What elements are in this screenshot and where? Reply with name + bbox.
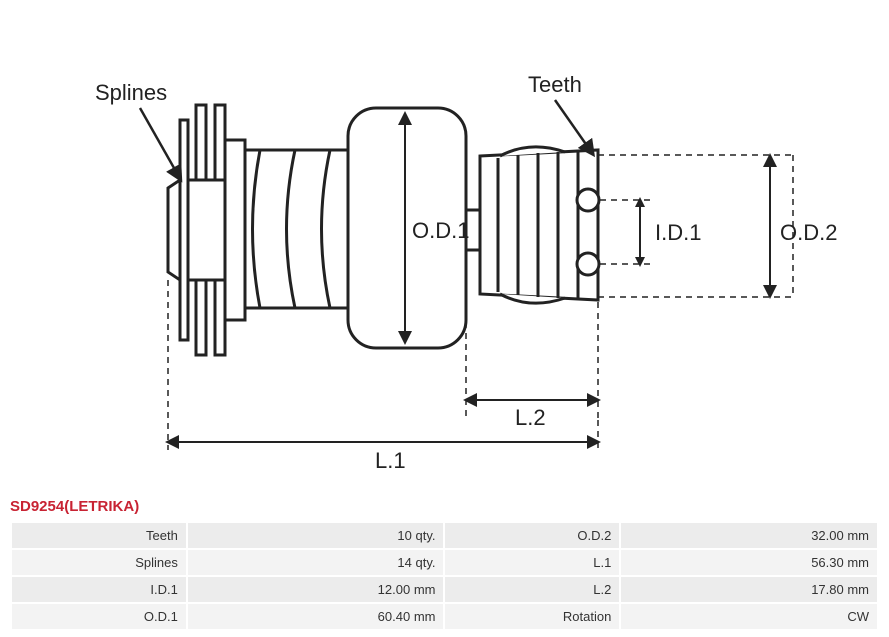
spec-value: 32.00 mm [621, 523, 877, 548]
table-row: I.D.112.00 mmL.217.80 mm [12, 577, 877, 602]
label-id1: I.D.1 [655, 220, 701, 245]
spec-value: 14 qty. [188, 550, 444, 575]
label-l1: L.1 [375, 448, 406, 473]
part-title: SD9254(LETRIKA) [0, 490, 889, 521]
table-row: O.D.160.40 mmRotationCW [12, 604, 877, 629]
spec-value: CW [621, 604, 877, 629]
specs-table: Teeth10 qty.O.D.232.00 mmSplines14 qty.L… [10, 521, 879, 631]
spec-label: O.D.2 [445, 523, 619, 548]
diagram-container: O.D.1 I.D.1 O.D.2 L.2 L.1 Splines Teeth [0, 0, 889, 490]
spec-value: 60.40 mm [188, 604, 444, 629]
label-od1: O.D.1 [412, 218, 469, 243]
label-od2: O.D.2 [780, 220, 837, 245]
technical-drawing: O.D.1 I.D.1 O.D.2 L.2 L.1 Splines Teeth [0, 0, 889, 490]
table-row: Splines14 qty.L.156.30 mm [12, 550, 877, 575]
spec-value: 12.00 mm [188, 577, 444, 602]
spec-label: O.D.1 [12, 604, 186, 629]
label-l2: L.2 [515, 405, 546, 430]
spec-value: 10 qty. [188, 523, 444, 548]
spec-label: Teeth [12, 523, 186, 548]
spec-label: Rotation [445, 604, 619, 629]
label-splines: Splines [95, 80, 167, 105]
spec-label: I.D.1 [12, 577, 186, 602]
spec-label: Splines [12, 550, 186, 575]
spec-label: L.2 [445, 577, 619, 602]
label-teeth: Teeth [528, 72, 582, 97]
spec-value: 56.30 mm [621, 550, 877, 575]
table-row: Teeth10 qty.O.D.232.00 mm [12, 523, 877, 548]
spec-value: 17.80 mm [621, 577, 877, 602]
spec-label: L.1 [445, 550, 619, 575]
